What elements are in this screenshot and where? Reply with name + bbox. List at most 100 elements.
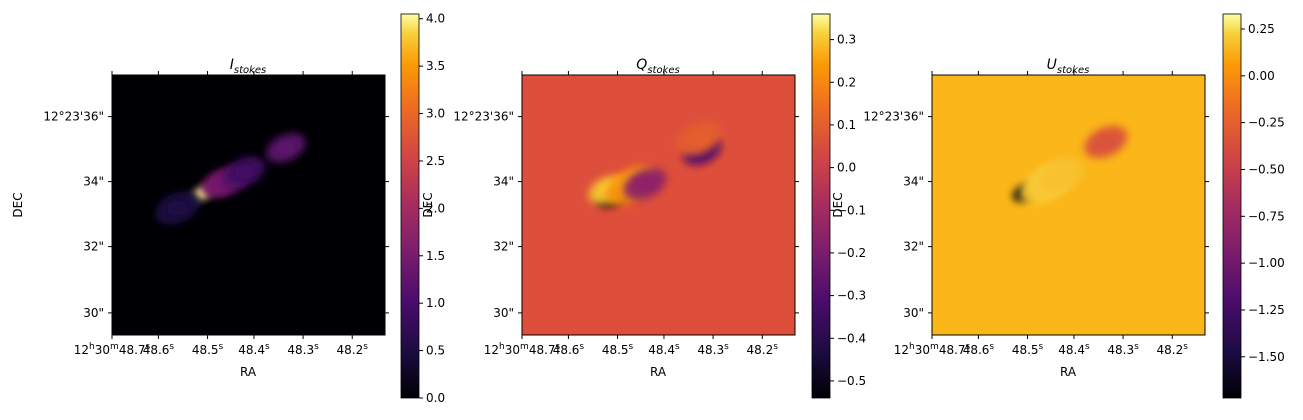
colorbar-tick-label: −0.3 <box>837 289 866 303</box>
colorbar-frame <box>1222 13 1242 399</box>
colorbar <box>1223 14 1241 398</box>
y-tick-label: 30" <box>493 306 514 320</box>
x-tick-label: 48.4s <box>1058 342 1090 357</box>
axes-frame <box>111 74 386 336</box>
colorbar-tick-label: 0.0 <box>837 161 856 175</box>
y-axis-label: DEC <box>421 192 435 217</box>
colorbar-tick-label: −1.25 <box>1248 303 1285 317</box>
x-tick-label: 48.6s <box>143 342 175 357</box>
x-tick-label: 48.5s <box>192 342 224 357</box>
y-axis-label: DEC <box>831 192 845 217</box>
colorbar-tick-label: 0.1 <box>837 118 856 132</box>
colorbar-tick-label: −1.00 <box>1248 256 1285 270</box>
colorbar-ticks: 0.3 0.2 0.1 0.0 −0.1 −0.2 −0.3 −0.4 −0.5 <box>830 33 866 388</box>
x-tick-label: 12h30m48.7s <box>484 342 561 357</box>
y-tick-label: 12°23'36" <box>863 110 924 124</box>
x-tick-label: 48.2s <box>337 342 369 357</box>
x-tick-label: 12h30m48.7s <box>894 342 971 357</box>
colorbar-tick-label: 2.5 <box>426 154 445 168</box>
colorbar-tick-label: 2.0 <box>426 201 445 215</box>
axes-frame <box>521 74 796 336</box>
colorbar-tick-label: 1.0 <box>426 296 445 310</box>
emission-features <box>1012 125 1128 204</box>
x-tick-label: 48.6s <box>963 342 995 357</box>
panel-title-main: I <box>230 57 234 73</box>
x-tick-label: 48.5s <box>1012 342 1044 357</box>
x-tick-label: 48.2s <box>1157 342 1189 357</box>
colorbar-tick-label: −0.75 <box>1248 209 1285 223</box>
axes-frame <box>931 74 1206 336</box>
x-tick-label: 48.3s <box>287 342 319 357</box>
colorbar-tick-label: 0.00 <box>1248 69 1275 83</box>
image-area <box>112 75 385 335</box>
x-tick-label: 48.3s <box>697 342 729 357</box>
x-tick-label: 12h30m48.7s <box>74 342 151 357</box>
colorbar-frame <box>400 13 420 399</box>
colorbar-tick-label: −0.50 <box>1248 162 1285 176</box>
colorbar-tick-label: −0.4 <box>837 331 866 345</box>
emission-knot-core <box>167 200 188 216</box>
y-tick-label: 34" <box>493 175 514 189</box>
x-tick-label: 48.3s <box>1107 342 1139 357</box>
colorbar-tick-label: −0.1 <box>837 203 866 217</box>
colorbar <box>401 14 419 398</box>
emission-knot-core <box>634 176 655 192</box>
colorbar-tick-label: 0.3 <box>837 33 856 47</box>
panel-title-main: U <box>1047 57 1057 73</box>
emission-knot-core <box>276 141 295 155</box>
colorbar-tick-label: 0.25 <box>1248 22 1275 36</box>
colorbar <box>812 14 830 398</box>
image-area <box>522 75 795 335</box>
y-tick-label: 30" <box>83 306 104 320</box>
panel-title-sub: stokes <box>647 65 679 76</box>
emission-knot-core <box>234 165 255 179</box>
y-tick-label: 34" <box>83 175 104 189</box>
y-tick-label: 32" <box>493 240 514 254</box>
y-tick-label: 34" <box>903 175 924 189</box>
x-tick-label: 48.4s <box>648 342 680 357</box>
colorbar-tick-label: 3.0 <box>426 107 445 121</box>
x-axis-label: RA <box>240 365 257 379</box>
colorbar-ticks: 0.0 0.5 1.0 1.5 2.0 2.5 3.0 3.5 4.0 <box>419 12 445 405</box>
x-tick-label: 48.2s <box>747 342 779 357</box>
panel-title-sub: stokes <box>1057 65 1089 76</box>
y-tick-label: 12°23'36" <box>453 110 514 124</box>
x-tick-label: 48.6s <box>553 342 585 357</box>
colorbar-tick-label: 0.2 <box>837 75 856 89</box>
panel-title-sub: stokes <box>234 65 266 76</box>
image-area <box>932 75 1205 335</box>
y-tick-label: 30" <box>903 306 924 320</box>
colorbar-tick-label: −0.5 <box>837 374 866 388</box>
colorbar-tick-label: 4.0 <box>426 12 445 26</box>
emission-knot-core <box>1095 134 1116 150</box>
panel-title: Ustokes <box>1047 57 1090 76</box>
colorbar-tick-label: 0.0 <box>426 391 445 405</box>
colorbar-tick-label: 3.5 <box>426 59 445 73</box>
x-axis-label: RA <box>650 365 667 379</box>
y-axis-label: DEC <box>11 192 25 217</box>
panel-title-main: Q <box>636 57 647 73</box>
colorbar-tick-label: 1.5 <box>426 249 445 263</box>
x-axis-label: RA <box>1060 365 1077 379</box>
emission-features <box>155 133 306 225</box>
y-tick-label: 32" <box>83 240 104 254</box>
x-tick-label: 48.4s <box>238 342 270 357</box>
colorbar-tick-label: −1.50 <box>1248 350 1285 364</box>
emission-knot-core <box>1050 167 1072 183</box>
colorbar-frame <box>811 13 831 399</box>
colorbar-tick-label: 0.5 <box>426 344 445 358</box>
panel-title: Qstokes <box>636 57 679 76</box>
y-tick-label: 12°23'36" <box>43 110 104 124</box>
x-tick-label: 48.5s <box>602 342 634 357</box>
colorbar-ticks: 0.25 0.00 −0.25 −0.50 −0.75 −1.00 −1.25 −1.50 <box>1241 22 1285 364</box>
emission-features <box>588 122 722 208</box>
emission-knot-core <box>688 131 710 147</box>
colorbar-tick-label: −0.2 <box>837 246 866 260</box>
